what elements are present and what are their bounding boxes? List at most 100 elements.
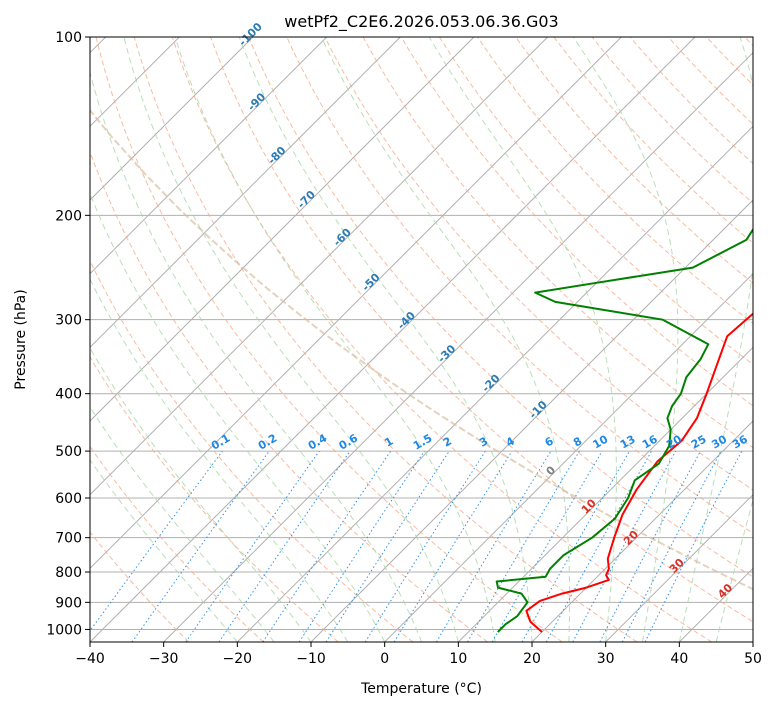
moist-adiabat-line — [90, 459, 238, 642]
x-tick-label: −30 — [149, 651, 179, 667]
y-tick-label: 400 — [55, 387, 82, 403]
isotherm-line — [531, 420, 753, 642]
dewpoint-profile-line — [495, 227, 753, 633]
dry-adiabat-line — [210, 37, 753, 623]
background-lines — [90, 37, 753, 642]
x-tick-label: 10 — [449, 651, 467, 667]
mixing-ratio-line — [545, 450, 653, 642]
mixing-ratio-line — [435, 450, 552, 642]
mixing-ratio-label: 13 — [618, 433, 638, 452]
mixing-ratio-label: 16 — [640, 432, 660, 451]
isotherm-line — [236, 125, 753, 642]
dry-adiabat-line — [553, 37, 753, 244]
dry-adiabat-line — [133, 37, 638, 642]
y-tick-label: 500 — [55, 444, 82, 460]
x-tick-label: −10 — [296, 651, 326, 667]
y-tick-label: 900 — [55, 595, 82, 611]
line-labels: 0.1 0.2 0.4 0.6 1 1.5 2 3 4 6 8 10 13 16 20 25 30 36-100-… — [209, 20, 750, 601]
isotherm-line — [90, 37, 254, 201]
mixing-ratio-label: 0.1 — [209, 432, 232, 453]
y-tick-label: 800 — [55, 565, 82, 581]
temperature-line-label: -100 — [236, 20, 265, 49]
mixing-ratio-label: 1.5 — [411, 432, 434, 453]
plot-frame — [89, 36, 754, 643]
temperature-line-label: -40 — [395, 309, 418, 332]
dry-adiabat-line — [90, 356, 339, 642]
temperature-line-label: -60 — [331, 226, 354, 249]
isotherm-line — [384, 272, 753, 642]
isotherm-line — [752, 641, 753, 642]
x-axis-title: Temperature (°C) — [360, 681, 482, 697]
dry-adiabat-line — [171, 37, 712, 642]
mixing-ratio-line — [90, 450, 223, 632]
mixing-ratio-label: 0.4 — [306, 431, 330, 452]
dry-adiabat-line — [95, 37, 563, 642]
dry-adiabat-line — [90, 150, 488, 642]
x-tick-label: 0 — [380, 651, 389, 667]
isotherm-line — [90, 37, 696, 642]
moist-adiabat-line — [90, 70, 422, 642]
y-tick-label: 700 — [55, 531, 82, 547]
mixing-ratio-line — [185, 450, 320, 642]
x-tick-label: 50 — [744, 651, 762, 667]
lcl-curve — [90, 108, 753, 591]
mixing-ratio-line — [262, 450, 392, 642]
mixing-ratio-line — [644, 450, 743, 642]
mixing-ratio-label: 1 — [382, 435, 395, 450]
mixing-ratio-line — [325, 450, 450, 642]
moist-adiabat-line — [320, 37, 571, 642]
dry-adiabat-line — [706, 37, 753, 86]
mixing-ratio-line — [521, 450, 630, 642]
y-tick-label: 100 — [55, 30, 82, 46]
dry-adiabat-line — [515, 37, 753, 284]
x-tick-label: 20 — [523, 651, 541, 667]
dry-adiabat-line — [324, 37, 753, 491]
moist-adiabat-line — [90, 278, 349, 642]
moist-adiabat-line — [123, 37, 459, 642]
isotherm-line — [678, 567, 753, 642]
mixing-ratio-label: 25 — [689, 433, 709, 452]
moist-adiabat-line — [174, 37, 496, 642]
temperature-line-label: -20 — [479, 372, 502, 395]
series-layer — [495, 227, 753, 633]
y-tick-label: 300 — [55, 313, 82, 329]
y-tick-label: 200 — [55, 208, 82, 224]
x-tick-label: −20 — [223, 651, 253, 667]
moist-adiabat-line — [238, 37, 533, 642]
chart-title: wetPf2_C2E6.2026.053.06.36.G03 — [284, 12, 558, 32]
mixing-ratio-label: 36 — [730, 432, 750, 451]
dry-adiabat-line — [90, 259, 414, 642]
temperature-line-label: -50 — [359, 270, 382, 293]
mixing-ratio-label: 0.2 — [256, 432, 279, 453]
mixing-ratio-label: 10 — [591, 432, 611, 451]
dry-adiabat-line — [668, 37, 753, 125]
isotherm-line — [457, 346, 753, 642]
y-tick-label: 600 — [55, 491, 82, 507]
y-axis-title: Pressure (hPa) — [13, 289, 29, 389]
isotherm-line — [163, 51, 753, 642]
isotherm-line — [90, 37, 328, 275]
mixing-ratio-line — [298, 450, 425, 642]
dry-adiabat-line — [90, 531, 190, 642]
mixing-ratio-line — [599, 450, 701, 642]
temperature-line-label: -90 — [245, 90, 268, 113]
mixing-ratio-label: 3 — [477, 435, 490, 450]
dry-adiabat-line — [438, 37, 753, 366]
isotherm-line — [605, 493, 753, 642]
mixing-ratio-label: 8 — [571, 435, 584, 450]
isotherm-line — [90, 37, 475, 422]
x-tick-label: 30 — [597, 651, 615, 667]
isotherm-line — [90, 37, 549, 496]
mixing-ratio-line — [572, 450, 677, 642]
y-tick-label: 1000 — [46, 622, 82, 638]
moist-adiabat-line — [572, 37, 679, 642]
isotherm-line — [310, 199, 753, 642]
moist-adiabat-line — [90, 192, 386, 642]
x-axis: −40 −30 −20 −10 0 10 20 30 40 50 — [75, 642, 762, 667]
mixing-ratio-label: 30 — [709, 432, 729, 451]
temperature-profile-line — [525, 312, 753, 633]
plot-area — [90, 37, 753, 642]
temperature-line-label: 30 — [667, 556, 687, 576]
temperature-line-label: 10 — [579, 496, 599, 516]
